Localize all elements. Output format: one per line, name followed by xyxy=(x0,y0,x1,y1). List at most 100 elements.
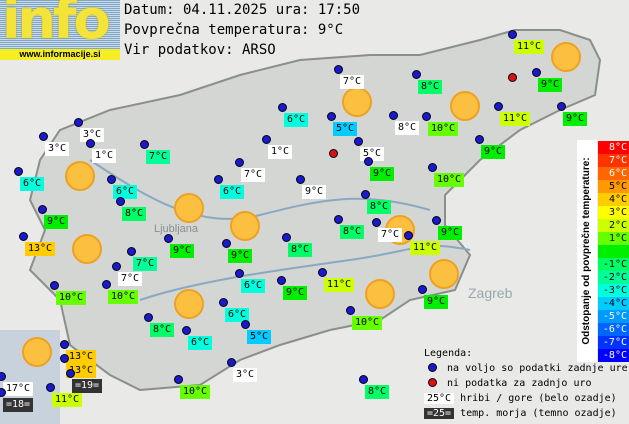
station-temperature[interactable]: 9°C xyxy=(424,295,449,309)
station-dot[interactable] xyxy=(235,158,244,167)
station-dot[interactable] xyxy=(227,358,236,367)
station-dot[interactable] xyxy=(140,140,149,149)
station-temperature[interactable]: 6°C xyxy=(225,308,250,322)
station-dot[interactable] xyxy=(334,215,343,224)
station-temperature[interactable]: 6°C xyxy=(284,113,309,127)
station-temperature[interactable]: 13°C xyxy=(66,350,97,364)
station-temperature[interactable]: 11°C xyxy=(324,278,355,292)
station-temperature[interactable]: 3°C xyxy=(45,142,70,156)
station-dot[interactable] xyxy=(116,197,125,206)
station-temperature[interactable]: 13°C xyxy=(25,242,56,256)
station-temperature[interactable]: 9°C xyxy=(228,249,253,263)
station-temperature[interactable]: 10°C xyxy=(428,122,459,136)
station-dot[interactable] xyxy=(282,233,291,242)
station-temperature[interactable]: 9°C xyxy=(283,286,308,300)
station-temperature[interactable]: 11°C xyxy=(514,40,545,54)
station-temperature[interactable]: 11°C xyxy=(500,112,531,126)
station-temperature[interactable]: 3°C xyxy=(80,128,105,142)
station-dot[interactable] xyxy=(389,111,398,120)
station-temperature[interactable]: 3°C xyxy=(233,368,258,382)
station-dot[interactable] xyxy=(494,102,503,111)
station-dot-no-data[interactable] xyxy=(508,73,517,82)
station-dot[interactable] xyxy=(174,375,183,384)
station-temperature[interactable]: 8°C xyxy=(365,385,390,399)
station-dot[interactable] xyxy=(346,306,355,315)
station-dot[interactable] xyxy=(296,175,305,184)
station-dot[interactable] xyxy=(359,375,368,384)
station-dot[interactable] xyxy=(86,139,95,148)
station-dot[interactable] xyxy=(327,112,336,121)
station-temperature[interactable]: 8°C xyxy=(395,121,420,135)
station-temperature[interactable]: 9°C xyxy=(563,112,588,126)
station-dot[interactable] xyxy=(475,135,484,144)
station-dot[interactable] xyxy=(38,205,47,214)
station-dot[interactable] xyxy=(404,231,413,240)
station-temperature[interactable]: 17°C xyxy=(3,382,34,396)
station-dot[interactable] xyxy=(557,102,566,111)
station-temperature[interactable]: 10°C xyxy=(108,290,139,304)
station-dot[interactable] xyxy=(262,135,271,144)
station-dot[interactable] xyxy=(432,216,441,225)
station-dot[interactable] xyxy=(0,388,6,397)
station-temperature[interactable]: 7°C xyxy=(378,228,403,242)
station-dot-no-data[interactable] xyxy=(329,149,338,158)
station-dot[interactable] xyxy=(144,313,153,322)
station-temperature[interactable]: 7°C xyxy=(133,257,158,271)
station-dot[interactable] xyxy=(412,70,421,79)
station-dot[interactable] xyxy=(418,285,427,294)
station-dot[interactable] xyxy=(214,175,223,184)
station-dot[interactable] xyxy=(46,383,55,392)
station-temperature[interactable]: 6°C xyxy=(113,185,138,199)
station-temperature[interactable]: 7°C xyxy=(241,168,266,182)
station-temperature[interactable]: 6°C xyxy=(241,279,266,293)
station-dot[interactable] xyxy=(50,281,59,290)
station-dot[interactable] xyxy=(14,167,23,176)
station-dot[interactable] xyxy=(278,103,287,112)
station-dot[interactable] xyxy=(532,68,541,77)
station-dot[interactable] xyxy=(74,118,83,127)
station-dot[interactable] xyxy=(222,239,231,248)
station-temperature[interactable]: 8°C xyxy=(340,225,365,239)
station-temperature[interactable]: =18= xyxy=(3,398,34,412)
station-temperature[interactable]: 7°C xyxy=(146,150,171,164)
station-temperature[interactable]: 1°C xyxy=(92,149,117,163)
station-dot[interactable] xyxy=(422,112,431,121)
station-temperature[interactable]: 1°C xyxy=(268,145,293,159)
station-dot[interactable] xyxy=(182,326,191,335)
station-temperature[interactable]: 5°C xyxy=(333,122,358,136)
station-temperature[interactable]: 10°C xyxy=(180,385,211,399)
station-temperature[interactable]: 9°C xyxy=(538,78,563,92)
station-temperature[interactable]: 9°C xyxy=(481,145,506,159)
station-dot[interactable] xyxy=(318,268,327,277)
station-temperature[interactable]: 8°C xyxy=(150,323,175,337)
station-dot[interactable] xyxy=(107,175,116,184)
station-dot[interactable] xyxy=(112,262,121,271)
station-temperature[interactable]: =19= xyxy=(72,379,103,393)
station-dot[interactable] xyxy=(241,320,250,329)
logo[interactable]: info www.informacije.si xyxy=(0,0,120,60)
station-dot[interactable] xyxy=(508,30,517,39)
station-dot[interactable] xyxy=(354,137,363,146)
station-dot[interactable] xyxy=(361,190,370,199)
station-temperature[interactable]: 9°C xyxy=(438,226,463,240)
station-temperature[interactable]: 8°C xyxy=(418,80,443,94)
station-temperature[interactable]: 6°C xyxy=(188,336,213,350)
station-temperature[interactable]: 11°C xyxy=(410,241,441,255)
station-temperature[interactable]: 9°C xyxy=(44,215,69,229)
station-dot[interactable] xyxy=(334,65,343,74)
station-dot[interactable] xyxy=(277,276,286,285)
station-dot[interactable] xyxy=(19,232,28,241)
station-dot[interactable] xyxy=(60,340,69,349)
station-temperature[interactable]: 7°C xyxy=(340,75,365,89)
station-dot[interactable] xyxy=(39,132,48,141)
station-dot[interactable] xyxy=(235,269,244,278)
station-temperature[interactable]: 11°C xyxy=(52,393,83,407)
station-dot[interactable] xyxy=(364,157,373,166)
station-temperature[interactable]: 7°C xyxy=(118,272,143,286)
station-dot[interactable] xyxy=(60,354,69,363)
station-dot[interactable] xyxy=(164,234,173,243)
station-temperature[interactable]: 10°C xyxy=(56,291,87,305)
station-temperature[interactable]: 8°C xyxy=(122,207,147,221)
station-dot[interactable] xyxy=(66,369,75,378)
station-temperature[interactable]: 6°C xyxy=(20,177,45,191)
